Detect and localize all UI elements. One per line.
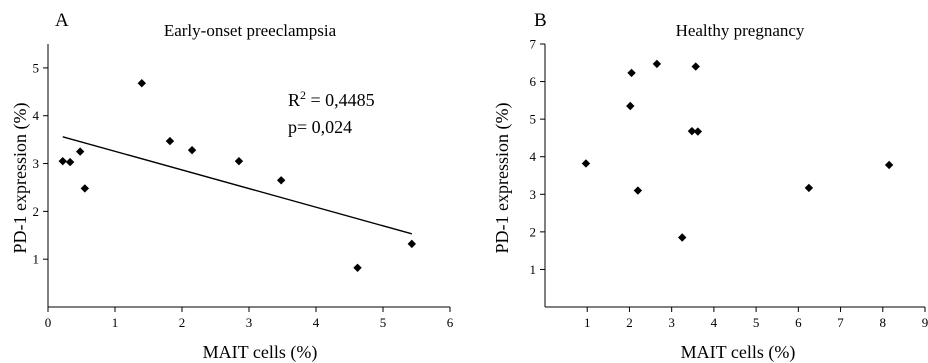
panel-a-x-tick-label: 3 <box>246 315 253 330</box>
panel-a: A Early-onset preeclampsia 0 1 2 3 4 5 6 1 2 3 4 5… <box>10 10 454 363</box>
panel-a-data-point <box>165 136 175 146</box>
panel-a-y-label: PD-1 expression (%) <box>10 103 31 254</box>
panel-b-data-point <box>691 62 700 71</box>
panel-a-y-tick-label: 2 <box>33 204 40 219</box>
panel-a-label: A <box>55 10 69 31</box>
panel-a-x-ticks: 0 1 2 3 4 5 6 <box>45 307 454 330</box>
panel-a-y-tick-label: 4 <box>33 108 40 123</box>
panel-b-data-point <box>884 160 894 170</box>
panel-a-data-point <box>187 145 197 155</box>
panel-a-x-tick-label: 2 <box>179 315 186 330</box>
panel-a-points <box>58 79 417 272</box>
panel-b-label: B <box>534 10 547 31</box>
panel-a-p-annotation: p= 0,024 <box>288 117 352 137</box>
panel-b-x-tick-label: 3 <box>668 315 675 330</box>
panel-b-data-point <box>687 126 697 136</box>
panel-a-data-point <box>276 176 286 185</box>
panel-b-y-label: PD-1 expression (%) <box>492 103 513 254</box>
panel-b-x-tick-label: 8 <box>880 315 887 330</box>
panel-a-trendline <box>62 136 412 235</box>
panel-b-y-tick-label: 1 <box>530 262 537 277</box>
panel-b-x-tick-label: 1 <box>584 315 591 330</box>
r2-letter: R <box>288 90 300 110</box>
panel-b-data-point <box>633 186 643 195</box>
panel-a-y-tick-label: 3 <box>33 156 40 171</box>
panel-a-data-point <box>58 156 67 166</box>
panel-b-y-tick-label: 3 <box>530 187 537 202</box>
panel-a-x-tick-label: 6 <box>447 315 454 330</box>
panel-b-data-point <box>581 159 591 168</box>
panel-b-x-tick-label: 2 <box>626 315 633 330</box>
panel-b-x-ticks: 1 2 3 4 5 6 7 8 9 <box>584 307 928 330</box>
panel-b-x-tick-label: 9 <box>922 315 928 330</box>
panel-b-data-point <box>678 233 687 242</box>
panel-a-x-tick-label: 4 <box>313 315 320 330</box>
panel-b-y-tick-label: 4 <box>530 149 537 164</box>
panel-b-points <box>581 59 894 242</box>
panel-a-x-label: MAIT cells (%) <box>203 342 318 363</box>
r2-value: = 0,4485 <box>306 90 375 110</box>
panel-b-y-tick-label: 5 <box>530 112 537 127</box>
panel-b-x-tick-label: 5 <box>753 315 760 330</box>
panel-a-r2-annotation: R2 = 0,4485 <box>288 88 375 110</box>
panel-b-title: Healthy pregnancy <box>676 21 805 40</box>
panel-a-data-point <box>75 147 85 156</box>
panel-a-y-tick-label: 5 <box>33 60 40 75</box>
panel-b-x-tick-label: 6 <box>795 315 802 330</box>
panel-b-x-tick-label: 4 <box>711 315 718 330</box>
panel-a-data-point <box>234 156 244 166</box>
panel-b-data-point <box>626 101 635 111</box>
panel-a-x-tick-label: 1 <box>112 315 119 330</box>
panel-b-data-point <box>804 183 814 193</box>
panel-b-y-ticks: 1 2 3 4 5 6 7 <box>530 37 545 277</box>
panel-a-data-point <box>65 157 75 167</box>
panel-b-y-tick-label: 2 <box>530 224 537 239</box>
panel-b: B Healthy pregnancy 1 2 3 4 5 6 7 8 9 1 2 3 4 5 6 7 MA… <box>492 10 928 363</box>
panel-b-y-tick-label: 6 <box>530 74 537 89</box>
panel-a-data-point <box>353 263 362 272</box>
panel-a-data-point <box>80 184 90 193</box>
r2-superscript: 2 <box>300 88 306 102</box>
panel-b-data-point <box>652 59 662 69</box>
panel-a-data-point <box>407 239 417 249</box>
panel-a-data-point <box>137 79 146 88</box>
panel-a-y-tick-label: 1 <box>33 252 40 267</box>
panel-a-title: Early-onset preeclampsia <box>164 21 337 40</box>
panel-b-y-tick-label: 7 <box>530 37 537 52</box>
panel-b-data-point <box>693 127 703 136</box>
panel-a-x-tick-label: 0 <box>45 315 52 330</box>
panel-b-x-tick-label: 7 <box>837 315 844 330</box>
panel-b-data-point <box>627 68 636 78</box>
panel-b-x-label: MAIT cells (%) <box>681 342 796 363</box>
panel-a-y-ticks: 1 2 3 4 5 <box>33 60 48 267</box>
panel-a-x-tick-label: 5 <box>380 315 387 330</box>
